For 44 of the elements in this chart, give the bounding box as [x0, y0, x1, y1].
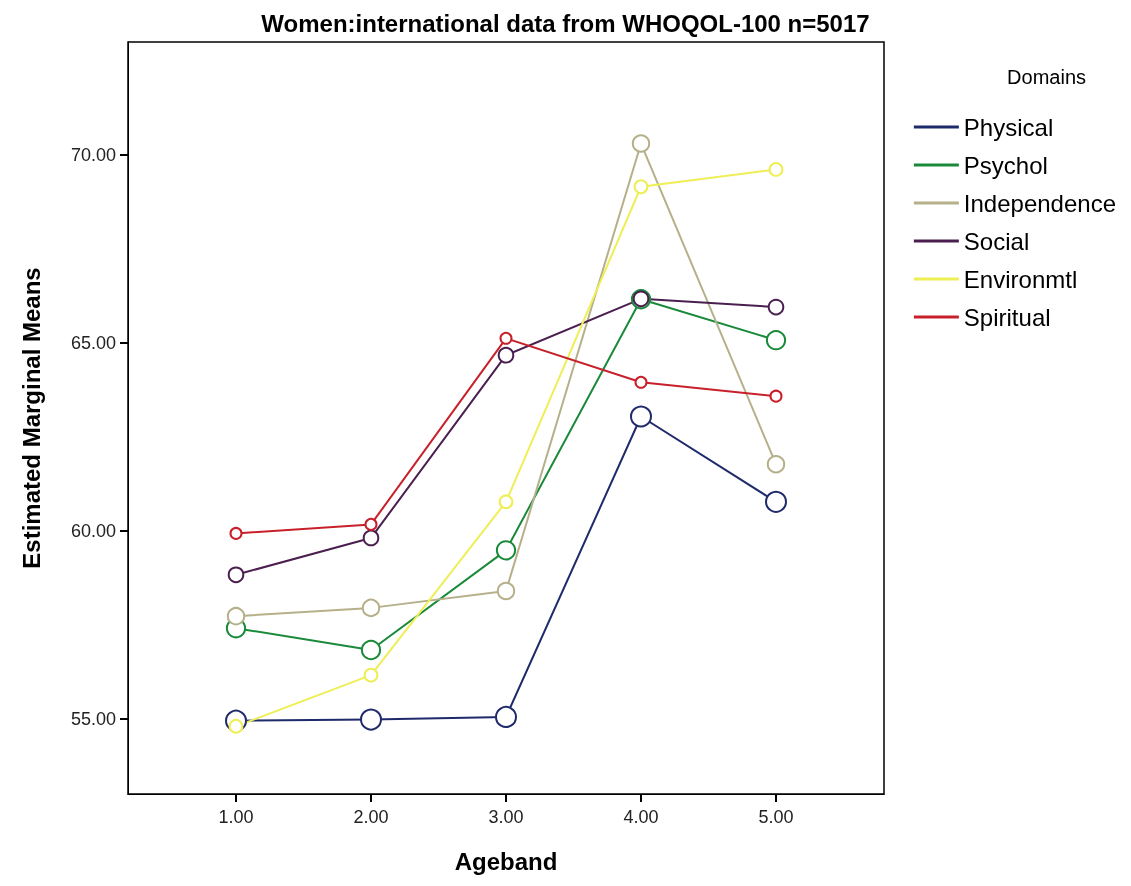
point	[360, 639, 382, 661]
point	[227, 566, 245, 584]
point	[229, 526, 243, 540]
point	[499, 331, 513, 345]
point	[765, 490, 787, 513]
point	[630, 405, 652, 428]
legend-label: Environmtl	[963, 265, 1078, 293]
y-tick-label: 70.00	[70, 144, 116, 165]
point	[496, 581, 516, 601]
point	[766, 455, 786, 474]
point	[769, 389, 783, 403]
point	[363, 667, 379, 683]
point	[498, 494, 514, 510]
point	[633, 179, 649, 195]
x-tick-label: 3.00	[488, 807, 524, 827]
point	[768, 162, 784, 177]
point	[361, 598, 381, 618]
legend-label: Social	[963, 227, 1030, 255]
legend-label: Independence	[963, 189, 1117, 217]
point	[634, 375, 648, 389]
x-axis-title: Ageband	[454, 847, 558, 875]
y-tick-label: 60.00	[70, 520, 116, 541]
point	[362, 529, 380, 547]
point	[767, 298, 785, 316]
point	[226, 606, 246, 626]
point	[364, 517, 378, 531]
point	[765, 330, 787, 351]
x-tick-label: 2.00	[353, 807, 389, 827]
point	[495, 540, 517, 561]
point	[495, 705, 517, 728]
point	[360, 708, 382, 731]
legend-title: Domains	[1007, 66, 1087, 88]
legend-label: Psychol	[963, 151, 1048, 179]
point	[631, 134, 651, 153]
chart-title: Women:international data from WHOQOL-100 n=5017	[261, 9, 870, 37]
y-axis-title: Estimated Marginal Means	[17, 267, 45, 569]
x-tick-label: 5.00	[758, 807, 794, 827]
x-tick-label: 1.00	[218, 807, 254, 827]
y-tick-label: 65.00	[70, 332, 116, 353]
legend-label: Spiritual	[963, 303, 1051, 331]
point	[497, 346, 515, 364]
y-tick-label: 55.00	[70, 708, 116, 729]
legend-label: Physical	[963, 113, 1054, 141]
x-tick-label: 4.00	[623, 807, 659, 827]
